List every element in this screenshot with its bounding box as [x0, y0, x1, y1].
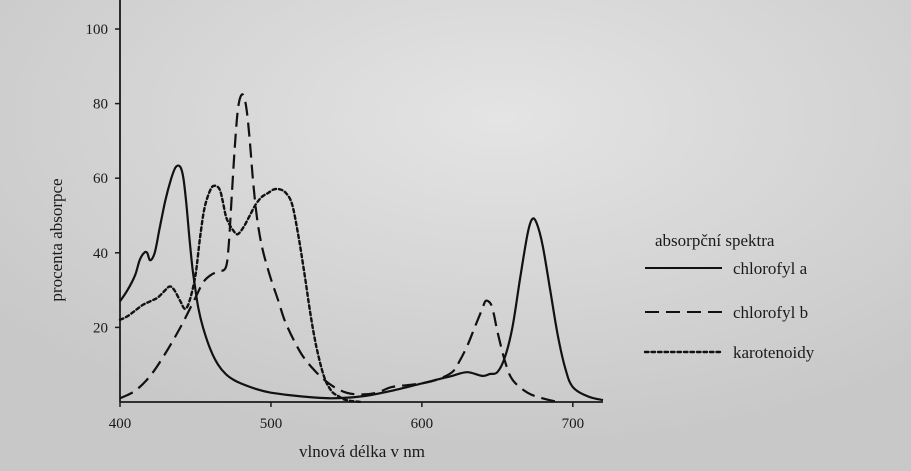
y-tick-label-80: 80 — [93, 97, 108, 113]
x-axis-label: vlnová délka v nm — [299, 442, 425, 461]
ticks: 20 40 60 80 100 400 500 600 700 — [86, 22, 585, 432]
x-tick-label-700: 700 — [562, 416, 585, 432]
y-tick-label-100: 100 — [86, 22, 109, 38]
x-tick-label-600: 600 — [411, 416, 434, 432]
series-line-2 — [119, 93, 558, 404]
legend-label-3: karotenoidy — [733, 343, 815, 362]
y-tick-label-40: 40 — [93, 246, 108, 262]
y-tick-label-20: 20 — [93, 320, 108, 336]
y-axis-label: procenta absorpce — [47, 178, 66, 301]
legend-label-2: chlorofyl b — [733, 303, 808, 322]
series-group — [118, 93, 604, 404]
legend-label-1: chlorofyl a — [733, 259, 808, 278]
legend: absorpční spektra chlorofyl a chlorofyl b… — [643, 231, 815, 362]
series-line-3 — [118, 184, 363, 404]
x-tick-label-400: 400 — [109, 416, 132, 432]
x-tick-label-500: 500 — [260, 416, 283, 432]
y-tick-label-60: 60 — [93, 171, 108, 187]
series-line-1 — [119, 164, 604, 402]
legend-title: absorpční spektra — [655, 231, 775, 250]
